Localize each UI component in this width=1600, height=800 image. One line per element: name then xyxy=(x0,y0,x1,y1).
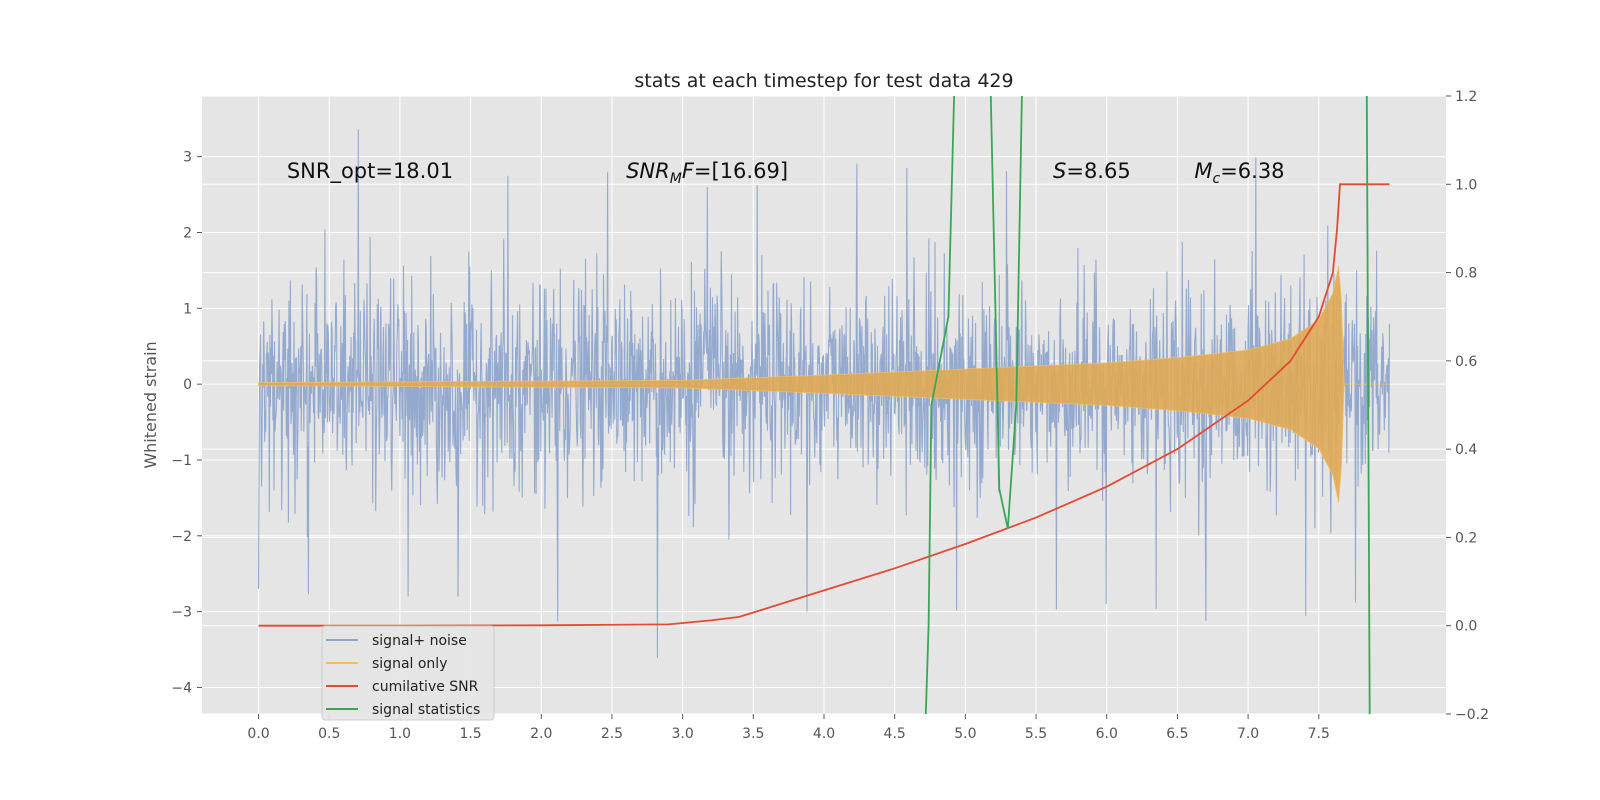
y-tick-label: −2 xyxy=(171,529,192,545)
annotation-part: SNR xyxy=(626,159,670,183)
annotation-part: =[16.69] xyxy=(694,159,788,183)
series-layer xyxy=(257,96,1391,714)
y-tick-label: −1 xyxy=(171,453,192,469)
legend-label: signal statistics xyxy=(372,702,480,718)
y-tick-label: 2 xyxy=(183,225,192,241)
annotation-part: SNR_opt=18.01 xyxy=(287,159,453,184)
legend-label: signal only xyxy=(372,656,447,672)
y-tick-label: 3 xyxy=(183,150,192,166)
annotation-text: SNR_opt=18.01 xyxy=(287,159,453,184)
y-axis-label: Whitened strain xyxy=(141,341,160,468)
series-signal-statistics xyxy=(989,96,1023,529)
annotation-subscript: c xyxy=(1212,171,1220,187)
series-cumulative-snr xyxy=(258,183,1390,627)
x-tick-label: 1.5 xyxy=(459,726,481,742)
legend-box xyxy=(321,625,495,721)
x-tick-label: 7.0 xyxy=(1237,726,1259,742)
series-signal-statistics xyxy=(1365,96,1371,714)
annotation-part: =6.38 xyxy=(1220,159,1284,183)
y2-tick-label: −0.2 xyxy=(1455,707,1489,723)
legend-label: cumilative SNR xyxy=(372,679,479,695)
x-tick-label: 3.5 xyxy=(742,726,764,742)
axes: 0.0 0.5 1.0 1.5 2.0 2.5 3.0 3.5 4.0 4.5 5.0 5.5 6.0 6… xyxy=(171,89,1489,742)
x-tick-label: 4.0 xyxy=(813,726,835,742)
annotation-part: F xyxy=(682,159,695,183)
y2-tick-label: 0.6 xyxy=(1455,354,1477,370)
annotation-text: S=8.65 xyxy=(1053,159,1131,183)
annotations: SNR_opt=18.01 SNRMF=[16.69] S=8.65 Mc=6.38 xyxy=(287,159,1285,187)
y2-tick-label: 0.2 xyxy=(1455,530,1477,546)
y2-tick-label: 1.0 xyxy=(1455,177,1477,193)
annotation-text: Mc=6.38 xyxy=(1194,159,1284,187)
annotation-part: S xyxy=(1053,159,1066,183)
annotation-part: F=[16.69] xyxy=(682,159,788,183)
annotation-part: =8.65 xyxy=(1066,159,1130,183)
x-tick-label: 0.5 xyxy=(318,726,340,742)
x-tick-label: 6.5 xyxy=(1166,726,1188,742)
x-tick-label: 0.0 xyxy=(247,726,269,742)
x-tick-label: 5.0 xyxy=(954,726,976,742)
x-tick-label: 4.5 xyxy=(884,726,906,742)
legend-label: signal+ noise xyxy=(372,633,467,649)
y-tick-label: 1 xyxy=(183,301,192,317)
x-tick-label: 3.0 xyxy=(672,726,694,742)
x-tick-label: 6.0 xyxy=(1096,726,1118,742)
x-tick-label: 1.0 xyxy=(389,726,411,742)
series-signal-statistics xyxy=(924,96,955,714)
x-tick-label: 7.5 xyxy=(1308,726,1330,742)
y-tick-label: −3 xyxy=(171,605,192,621)
y-tick-label: 0 xyxy=(183,377,192,393)
x-tick-label: 5.5 xyxy=(1025,726,1047,742)
y2-tick-label: 0.0 xyxy=(1455,619,1477,635)
y2-tick-label: 1.2 xyxy=(1455,89,1477,105)
legend: signal+ noise signal only cumilative SNR si… xyxy=(321,625,495,721)
y-tick-label: −4 xyxy=(171,680,192,696)
x-tick-label: 2.0 xyxy=(530,726,552,742)
annotation-text: SNRMF=[16.69] xyxy=(626,159,788,187)
series-signal-only xyxy=(258,265,1390,503)
x-tick-label: 2.5 xyxy=(601,726,623,742)
annotation-part: M xyxy=(1194,159,1212,183)
y2-tick-label: 0.8 xyxy=(1455,266,1477,282)
chart-title: stats at each timestep for test data 429 xyxy=(634,70,1013,92)
y2-tick-label: 0.4 xyxy=(1455,442,1477,458)
annotation-subscript: M xyxy=(670,171,682,187)
